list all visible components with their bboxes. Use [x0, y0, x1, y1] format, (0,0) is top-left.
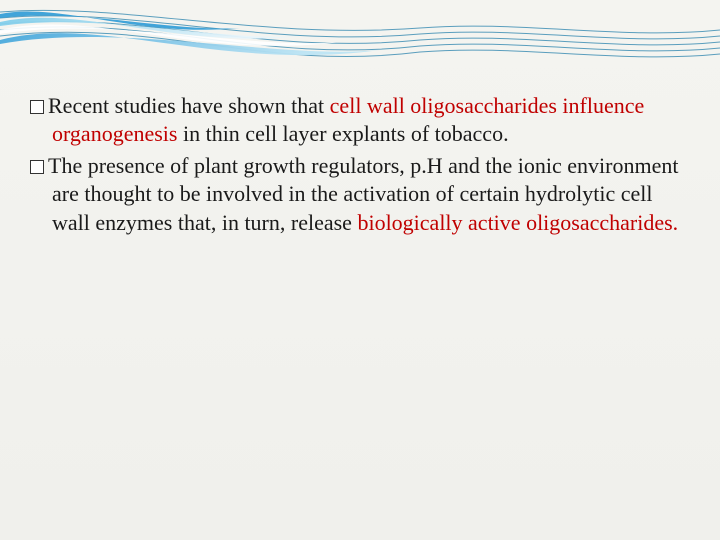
wave-decoration [0, 0, 720, 90]
p1-run2: in thin cell layer explants of tobacco. [177, 121, 508, 146]
p1-run0: Recent studies have shown that [48, 93, 330, 118]
bullet-icon [30, 100, 44, 114]
p2-run1: biologically active oligosaccharides. [357, 210, 678, 235]
slide-body: Recent studies have shown that cell wall… [30, 92, 690, 241]
bullet-icon [30, 160, 44, 174]
paragraph-2: The presence of plant growth regulators,… [30, 152, 690, 236]
paragraph-1: Recent studies have shown that cell wall… [30, 92, 690, 148]
